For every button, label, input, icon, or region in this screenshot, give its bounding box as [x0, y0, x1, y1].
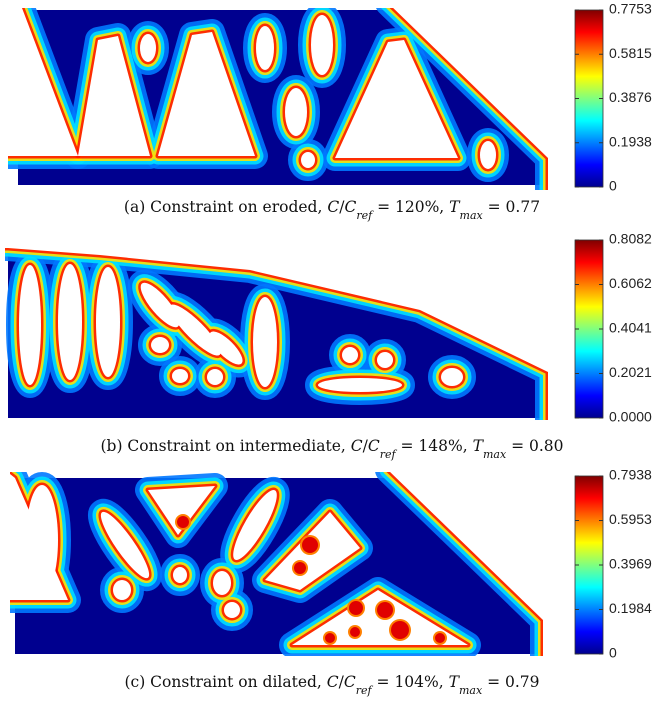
hot-spot — [325, 633, 335, 643]
caption-part: C — [344, 198, 356, 216]
void-region — [311, 15, 333, 75]
hot-spot — [294, 562, 306, 574]
caption-part: C — [344, 673, 356, 691]
void-region — [301, 152, 315, 168]
colorbar-tick-label: 0.6062 — [609, 275, 652, 291]
void-region — [389, 8, 558, 190]
caption-part: ref — [380, 448, 398, 461]
void-region — [480, 141, 496, 169]
void-region — [318, 378, 402, 392]
void-region — [335, 40, 458, 158]
colorbar-tick-label: 0.2021 — [609, 364, 652, 380]
void-region — [253, 297, 277, 387]
colorbar-tick-label: 0.7753 — [609, 1, 652, 17]
colorbar-tick-label: 0.1938 — [609, 133, 652, 149]
caption-part: = 0.79 — [482, 673, 539, 691]
colorbar — [574, 475, 604, 655]
caption-part: max — [459, 684, 483, 697]
colorbar-tick-label: 0.3876 — [609, 89, 652, 105]
void-region — [224, 602, 240, 618]
void-region — [377, 352, 393, 368]
colorbar-tick-label: 0.4041 — [609, 320, 652, 336]
void-region — [140, 282, 180, 328]
caption: (a) Constraint on eroded, C/Cref = 120%,… — [124, 198, 540, 222]
caption: (b) Constraint on intermediate, C/Cref =… — [100, 437, 563, 461]
topology-panel — [10, 472, 550, 656]
caption-part: C — [327, 673, 339, 691]
caption-part: = 120%, — [372, 198, 449, 216]
void-region — [5, 238, 560, 420]
hot-spot — [350, 627, 360, 637]
void-region — [233, 490, 277, 560]
colorbar-tick-label: 0.5953 — [609, 511, 652, 527]
caption-part: / — [339, 198, 345, 216]
void-region — [441, 368, 463, 386]
caption-part: max — [460, 209, 484, 222]
hot-spot — [349, 601, 363, 615]
void-region — [78, 36, 150, 156]
caption-part: (c) Constraint on dilated, — [124, 673, 326, 691]
void-region — [96, 267, 120, 377]
topology-panel — [8, 8, 558, 190]
colorbar — [574, 9, 604, 188]
hot-spot — [302, 537, 318, 553]
caption-part: ref — [356, 684, 374, 697]
caption-part: (b) Constraint on intermediate, — [100, 437, 350, 455]
caption-part: = 104%, — [372, 673, 449, 691]
colorbar-tick-label: 0.7938 — [609, 467, 652, 483]
colorbar-tick-label: 0.5815 — [609, 45, 652, 61]
caption: (c) Constraint on dilated, C/Cref = 104%… — [124, 673, 539, 697]
colorbar-tick-label: 0 — [609, 645, 617, 661]
caption-part: = 0.77 — [483, 198, 540, 216]
hot-spot — [177, 516, 189, 528]
caption-part: C — [351, 437, 363, 455]
topology-panel — [5, 238, 560, 420]
void-region — [148, 486, 215, 535]
caption-part: T — [473, 437, 485, 455]
colorbar — [574, 239, 604, 419]
void-region — [151, 337, 169, 353]
void-region — [140, 34, 156, 62]
caption-part: ref — [356, 209, 374, 222]
colorbar-tick-label: 0.3969 — [609, 556, 652, 572]
colorbar-tick-label: 0 — [609, 178, 617, 194]
void-region — [100, 511, 150, 579]
hot-spot — [377, 602, 393, 618]
void-region — [390, 472, 550, 656]
void-region — [172, 369, 188, 383]
caption-part: = 0.80 — [506, 437, 563, 455]
caption-part: (a) Constraint on eroded, — [124, 198, 327, 216]
void-region — [173, 567, 187, 583]
caption-part: max — [483, 448, 507, 461]
void-region — [209, 331, 243, 365]
void-region — [169, 304, 221, 356]
caption-part: / — [363, 437, 369, 455]
caption-part: T — [449, 198, 461, 216]
caption-part: T — [449, 673, 461, 691]
void-region — [213, 571, 231, 595]
void-region — [113, 580, 131, 600]
void-region — [207, 369, 223, 385]
void-region — [256, 26, 274, 70]
void-region — [342, 347, 358, 363]
void-region — [158, 32, 255, 156]
void-region — [26, 485, 58, 595]
void-region — [19, 265, 41, 385]
hot-spot — [391, 621, 409, 639]
caption-part: / — [339, 673, 345, 691]
colorbar-tick-label: 0.1984 — [609, 600, 652, 616]
caption-part: C — [327, 198, 339, 216]
void-region — [393, 8, 558, 190]
caption-part: = 148%, — [396, 437, 473, 455]
void-region — [8, 8, 78, 156]
void-region — [285, 88, 307, 136]
colorbar-tick-label: 0.8082 — [609, 231, 652, 247]
colorbar-tick-label: 0.0000 — [609, 409, 652, 425]
hot-spot — [435, 633, 445, 643]
void-region — [58, 264, 82, 380]
caption-part: C — [368, 437, 380, 455]
